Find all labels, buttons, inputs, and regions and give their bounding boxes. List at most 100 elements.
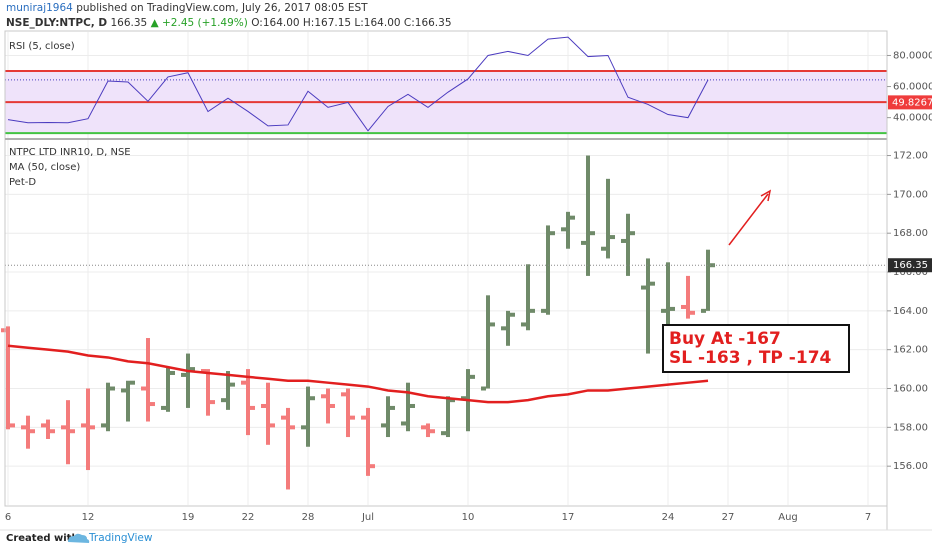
bar-open — [101, 423, 106, 428]
bar-close — [230, 382, 235, 387]
x-tick-label: Jul — [361, 512, 374, 523]
bar-range — [426, 423, 430, 438]
bar-range — [186, 353, 190, 408]
bar-open — [421, 425, 426, 430]
bar-close — [130, 380, 135, 385]
bar-open — [481, 386, 486, 391]
header-line: muniraj1964 published on TradingView.com… — [6, 2, 368, 14]
bar-close — [370, 464, 375, 469]
bar-open — [321, 394, 326, 399]
annotation: Buy At -167 — [669, 329, 781, 349]
bar-close — [410, 403, 415, 408]
ma-line — [7, 344, 709, 404]
bar-close — [190, 367, 195, 372]
bar-range — [386, 396, 390, 438]
bar-range — [206, 369, 210, 416]
bar-open — [241, 380, 246, 385]
bar-open — [161, 405, 166, 410]
bar-close — [70, 429, 75, 434]
x-tick-label: 17 — [562, 512, 575, 523]
bar-range — [286, 407, 290, 490]
bar-close — [90, 425, 95, 430]
bar-open — [81, 423, 86, 428]
bar-close — [510, 312, 515, 317]
bar-close — [10, 423, 15, 428]
bar-close — [610, 235, 615, 240]
bar-range — [346, 388, 350, 438]
ohlc: O:164.00 H:167.15 L:164.00 C:166.35 — [251, 17, 451, 29]
x-tick-label: 7 — [865, 512, 871, 523]
bar-open — [21, 425, 26, 430]
bar-open — [401, 421, 406, 426]
bar-range — [526, 264, 530, 331]
bar-open — [281, 415, 286, 420]
published: published on TradingView.com, July 26, 2… — [76, 2, 368, 14]
bar-open — [581, 240, 586, 245]
legend-title: NTPC LTD INR10, D, NSE — [9, 147, 131, 158]
bar-range — [326, 388, 330, 424]
x-tick-label: 12 — [82, 512, 95, 523]
x-tick-label: 27 — [722, 512, 735, 523]
bar-close — [690, 310, 695, 315]
bar-open — [681, 304, 686, 309]
bar-range — [646, 258, 650, 354]
bar-open — [441, 431, 446, 436]
bar-close — [30, 429, 35, 434]
bar-close — [250, 405, 255, 410]
bar-close — [490, 322, 495, 327]
bar-range — [546, 225, 550, 315]
y-tick-label: 160.00 — [893, 384, 928, 395]
bar-range — [6, 326, 10, 430]
x-tick-label: 6 — [5, 512, 11, 523]
legend-entry: Pet-D — [9, 177, 36, 188]
bar-open — [1, 328, 6, 333]
bar-close — [330, 403, 335, 408]
bar-close — [150, 402, 155, 407]
bar-close — [210, 400, 215, 405]
bar-range — [626, 213, 630, 276]
bar-range — [266, 382, 270, 445]
annotation: SL -163 , TP -174 — [669, 348, 832, 368]
bar-open — [641, 285, 646, 290]
y-tick-label: 166.00 — [893, 267, 928, 278]
author: muniraj1964 — [6, 2, 73, 14]
bar-range — [406, 382, 410, 432]
marker-box — [888, 95, 932, 110]
bar-open — [201, 369, 206, 374]
footer-brand[interactable]: TradingView — [88, 532, 153, 544]
bar-range — [506, 310, 510, 346]
symbol: NSE_DLY:NTPC, D — [6, 17, 107, 29]
bar-open — [501, 326, 506, 331]
bar-close — [50, 429, 55, 434]
bar-open — [621, 238, 626, 243]
bar-range — [666, 262, 670, 331]
bar-range — [26, 415, 30, 449]
bar-close — [650, 281, 655, 286]
bar-close — [290, 425, 295, 430]
rsi-line — [7, 36, 709, 132]
x-tick-label: 19 — [182, 512, 195, 523]
bar-close — [710, 263, 715, 268]
plot — [1, 36, 887, 490]
logo — [68, 533, 90, 543]
bar-open — [61, 425, 66, 430]
marker-label: 49.8267 — [892, 97, 932, 108]
bar-range — [226, 371, 230, 410]
bar-range — [566, 211, 570, 249]
bar-open — [221, 398, 226, 403]
bar-open — [141, 386, 146, 391]
bar-range — [246, 369, 250, 436]
bar-open — [661, 308, 666, 313]
bar-range — [606, 178, 610, 259]
bar-close — [110, 386, 115, 391]
bar-open — [301, 425, 306, 430]
last-value-box — [888, 258, 932, 273]
bar-range — [46, 419, 50, 439]
y-tick-label: 158.00 — [893, 422, 928, 433]
bar-close — [570, 215, 575, 220]
change: ▲ +2.45 (+1.49%) — [151, 17, 248, 29]
footer-created: Created with — [6, 533, 79, 544]
bar-close — [170, 370, 175, 375]
bar-close — [350, 415, 355, 420]
